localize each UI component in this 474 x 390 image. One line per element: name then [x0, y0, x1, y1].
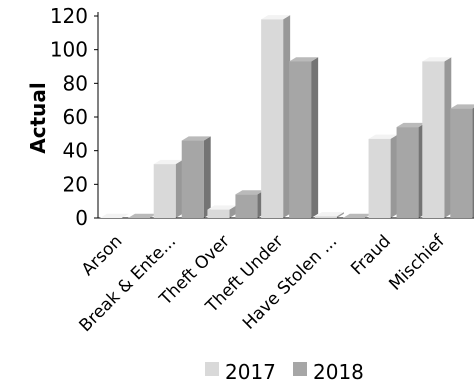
bar-top	[128, 214, 157, 218]
bar-front	[261, 19, 283, 218]
category-label: Have Stolen ...	[239, 231, 341, 333]
bar-2017-4	[315, 212, 344, 218]
category-label: Break & Ente...	[76, 231, 181, 336]
y-axis-label: Actual	[26, 82, 50, 153]
bar-front	[182, 141, 204, 218]
bar-2018-3	[289, 57, 318, 218]
category-label: Fraud	[347, 231, 395, 279]
bar-front	[422, 61, 444, 218]
bar-top	[343, 214, 372, 218]
bar-2017-6	[422, 57, 451, 218]
bar-side	[283, 15, 290, 218]
bar-side	[391, 135, 398, 218]
category-label: Mischief	[385, 231, 449, 295]
bar-2018-2	[235, 190, 264, 218]
bar-side	[176, 160, 183, 218]
bar-2018-5	[397, 123, 426, 218]
legend-label: 2017	[225, 360, 276, 384]
y-tick-label: 100	[50, 38, 88, 62]
bar-2017-1	[154, 160, 183, 218]
bar-side	[444, 57, 451, 218]
y-tick-label: 120	[50, 4, 88, 28]
bar-front	[289, 61, 311, 218]
y-tick-label: 60	[63, 105, 88, 129]
bar-2017-2	[207, 205, 236, 218]
bar-front	[154, 164, 176, 218]
bar-2017-3	[261, 15, 290, 218]
y-tick-label: 80	[63, 71, 88, 95]
bar-2018-6	[450, 104, 474, 218]
y-tick-label: 40	[63, 139, 88, 163]
bar-top	[100, 214, 129, 218]
bar-side	[204, 136, 211, 218]
bar-front	[207, 210, 229, 218]
bar-front	[450, 109, 472, 218]
bar-front	[397, 127, 419, 218]
bar-2018-4	[343, 214, 372, 218]
bar-top	[450, 104, 474, 108]
bar-2018-1	[182, 136, 211, 218]
legend-swatch-2018	[293, 362, 307, 376]
bar-2017-0	[100, 214, 129, 218]
legend-swatch-2017	[205, 362, 219, 376]
bar-side	[311, 57, 318, 218]
legend-label: 2018	[313, 360, 364, 384]
legend: 2017 2018	[205, 360, 364, 384]
bar-front	[235, 194, 257, 218]
bars	[100, 15, 474, 218]
bar-2018-0	[128, 214, 157, 218]
category-label: Arson	[78, 231, 127, 280]
y-tick-label: 0	[75, 206, 88, 230]
y-tick-labels: 0 20 40 60 80 100 120	[50, 4, 88, 230]
bar-2017-5	[369, 135, 398, 218]
bar-front	[315, 216, 337, 218]
bar-front	[369, 139, 391, 218]
y-tick-label: 20	[63, 172, 88, 196]
